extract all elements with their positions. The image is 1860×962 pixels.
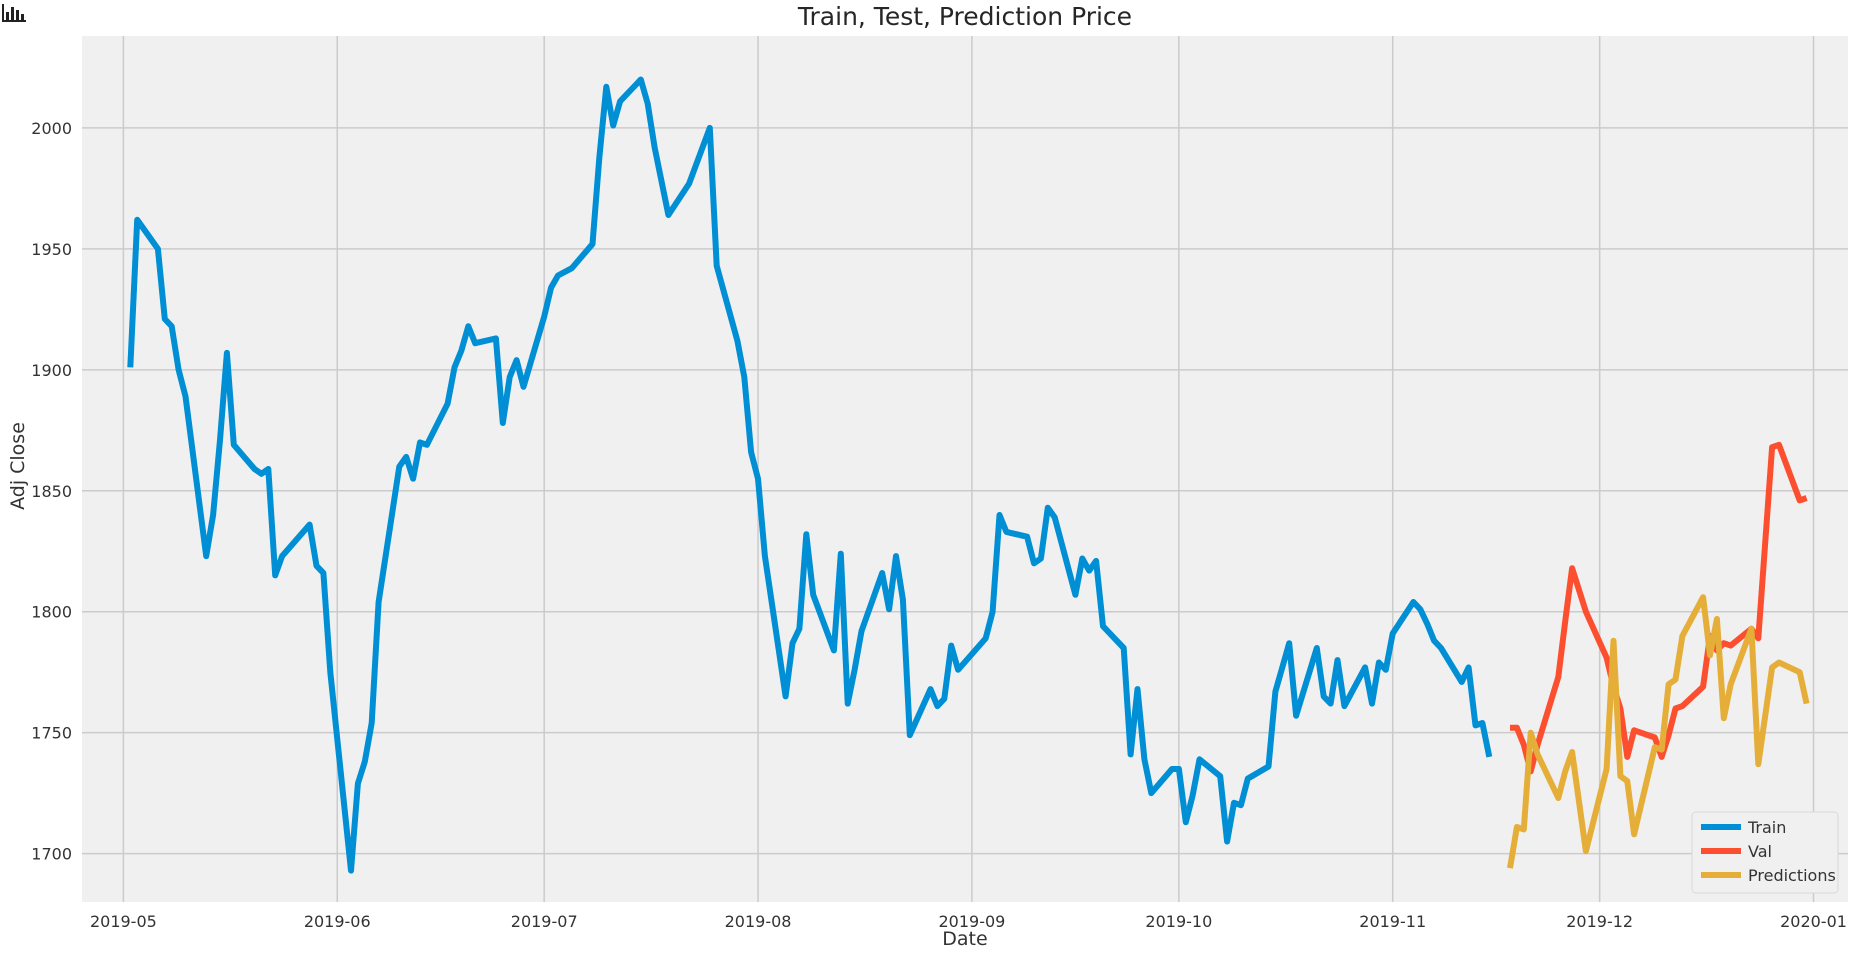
x-tick-label: 2019-07 <box>511 912 578 931</box>
series-line-predictions <box>1507 594 1810 869</box>
y-tick-label: 1950 <box>31 240 72 259</box>
x-axis-ticks: 2019-05 2019-06 2019-07 2019-08 2019-09 2019-… <box>90 912 1847 931</box>
y-tick-label: 1800 <box>31 603 72 622</box>
x-tick-label: 2019-09 <box>938 912 1005 931</box>
x-axis-title: Date <box>942 928 987 950</box>
x-tick-label: 2019-05 <box>90 912 157 931</box>
legend: Train Val Predictions <box>1691 811 1839 894</box>
legend-label-train: Train <box>1747 818 1786 837</box>
y-tick-label: 1900 <box>31 361 72 380</box>
series-line-train <box>127 76 1493 874</box>
y-tick-label: 1700 <box>31 845 72 864</box>
y-tick-label: 1750 <box>31 724 72 743</box>
y-tick-label: 2000 <box>31 119 72 138</box>
bar-chart-icon[interactable] <box>2 4 26 22</box>
y-tick-label: 1850 <box>31 482 72 501</box>
series-lines <box>127 76 1810 874</box>
legend-label-val: Val <box>1748 842 1772 861</box>
x-tick-label: 2019-06 <box>304 912 371 931</box>
plot-area <box>82 36 1848 902</box>
y-axis-ticks: 1700 1750 1800 1850 1900 1950 2000 <box>31 119 72 864</box>
chart-title: Train, Test, Prediction Price <box>797 2 1132 31</box>
x-tick-label: 2019-08 <box>725 912 792 931</box>
x-tick-label: 2019-12 <box>1566 912 1633 931</box>
legend-label-predictions: Predictions <box>1748 866 1836 885</box>
x-tick-label: 2019-11 <box>1359 912 1426 931</box>
y-axis-title: Adj Close <box>7 422 29 510</box>
x-tick-label: 2019-10 <box>1145 912 1212 931</box>
x-tick-label: 2020-01 <box>1780 912 1847 931</box>
